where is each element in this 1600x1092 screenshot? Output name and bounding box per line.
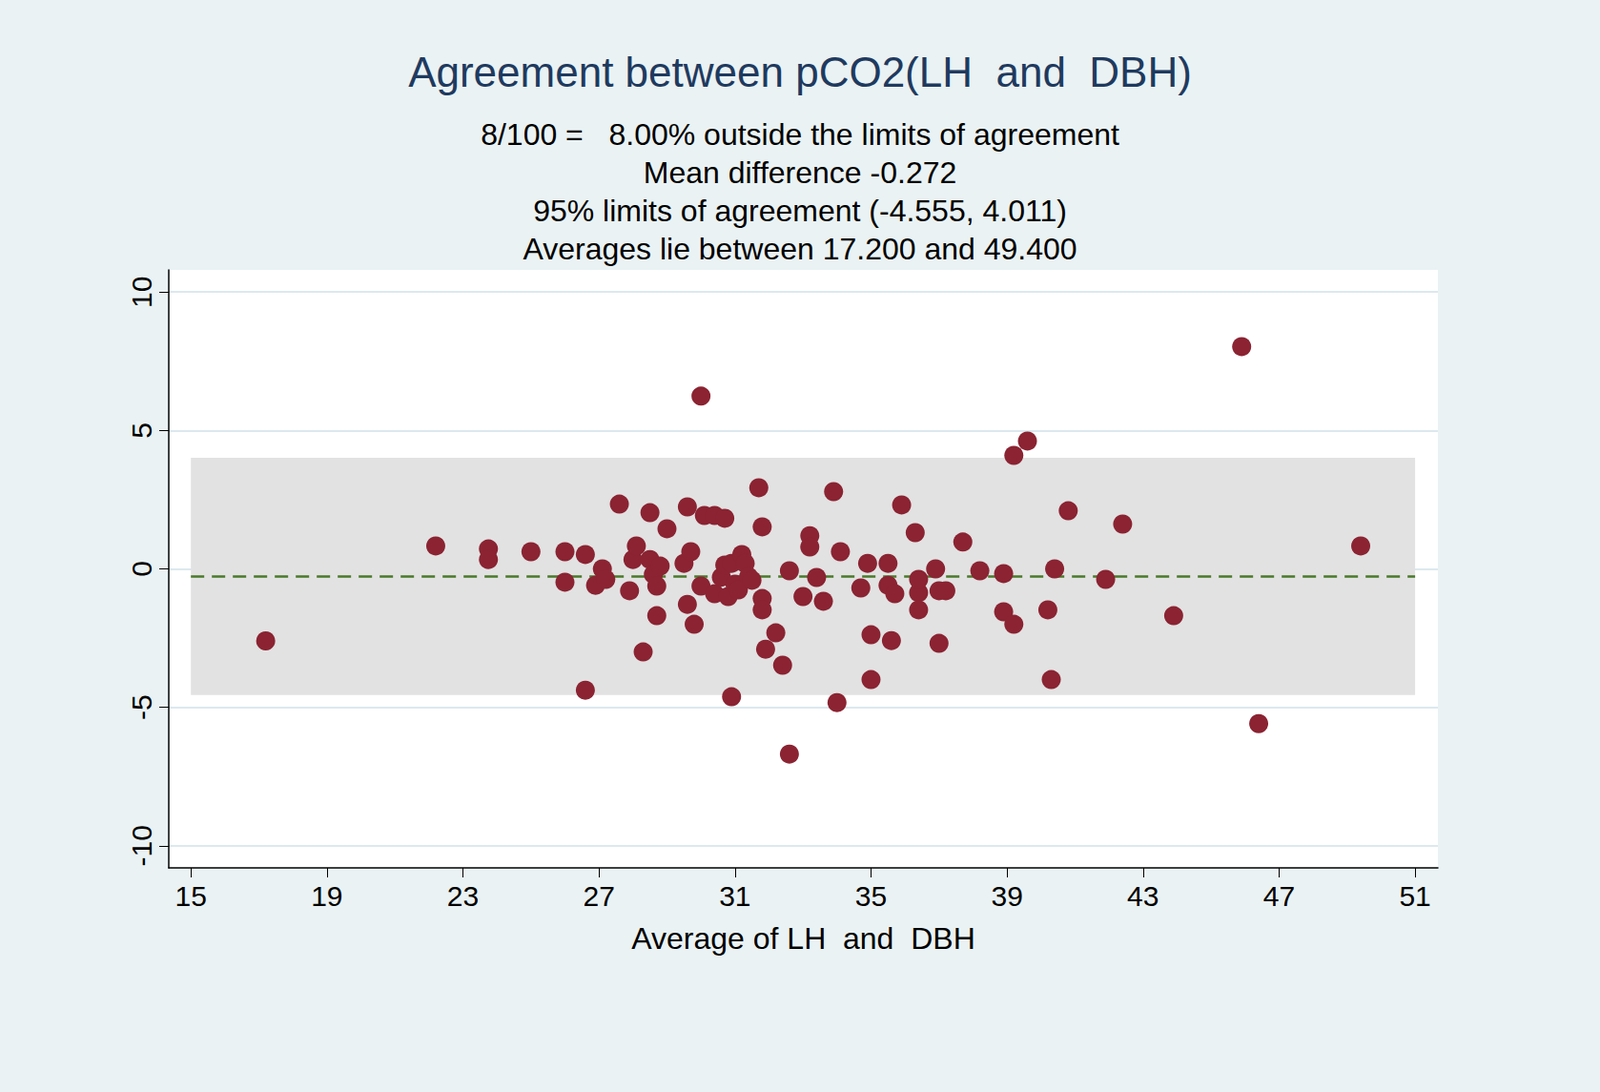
svg-text:31: 31 [718,880,751,912]
svg-text:15: 15 [174,880,206,912]
svg-text:19: 19 [310,880,343,912]
svg-text:35: 35 [855,880,887,912]
svg-text:51: 51 [1398,880,1431,912]
svg-text:10: 10 [125,276,158,308]
svg-text:0: 0 [125,560,158,577]
svg-text:-5: -5 [125,694,158,720]
svg-text:-10: -10 [125,824,158,866]
svg-text:47: 47 [1263,880,1295,912]
svg-text:Averages lie between 17.200 an: Averages lie between 17.200 and 49.400 [522,231,1077,267]
svg-text:95% limits of agreement (-4.55: 95% limits of agreement (-4.555, 4.011) [533,193,1067,228]
svg-text:23: 23 [447,880,479,912]
svg-text:Mean difference -0.272: Mean difference -0.272 [643,155,958,190]
svg-text:8/100 = 8.00% outside the li: 8/100 = 8.00% outside the limits of agre… [480,117,1120,152]
svg-text:27: 27 [582,880,615,912]
svg-text:5: 5 [125,422,158,439]
svg-text:43: 43 [1127,880,1159,912]
svg-text:Agreement between pCO2(LH and: Agreement between pCO2(LH and DBH) [408,48,1192,96]
svg-text:39: 39 [990,880,1023,912]
svg-text:Average of LH and DBH: Average of LH and DBH [631,921,976,956]
